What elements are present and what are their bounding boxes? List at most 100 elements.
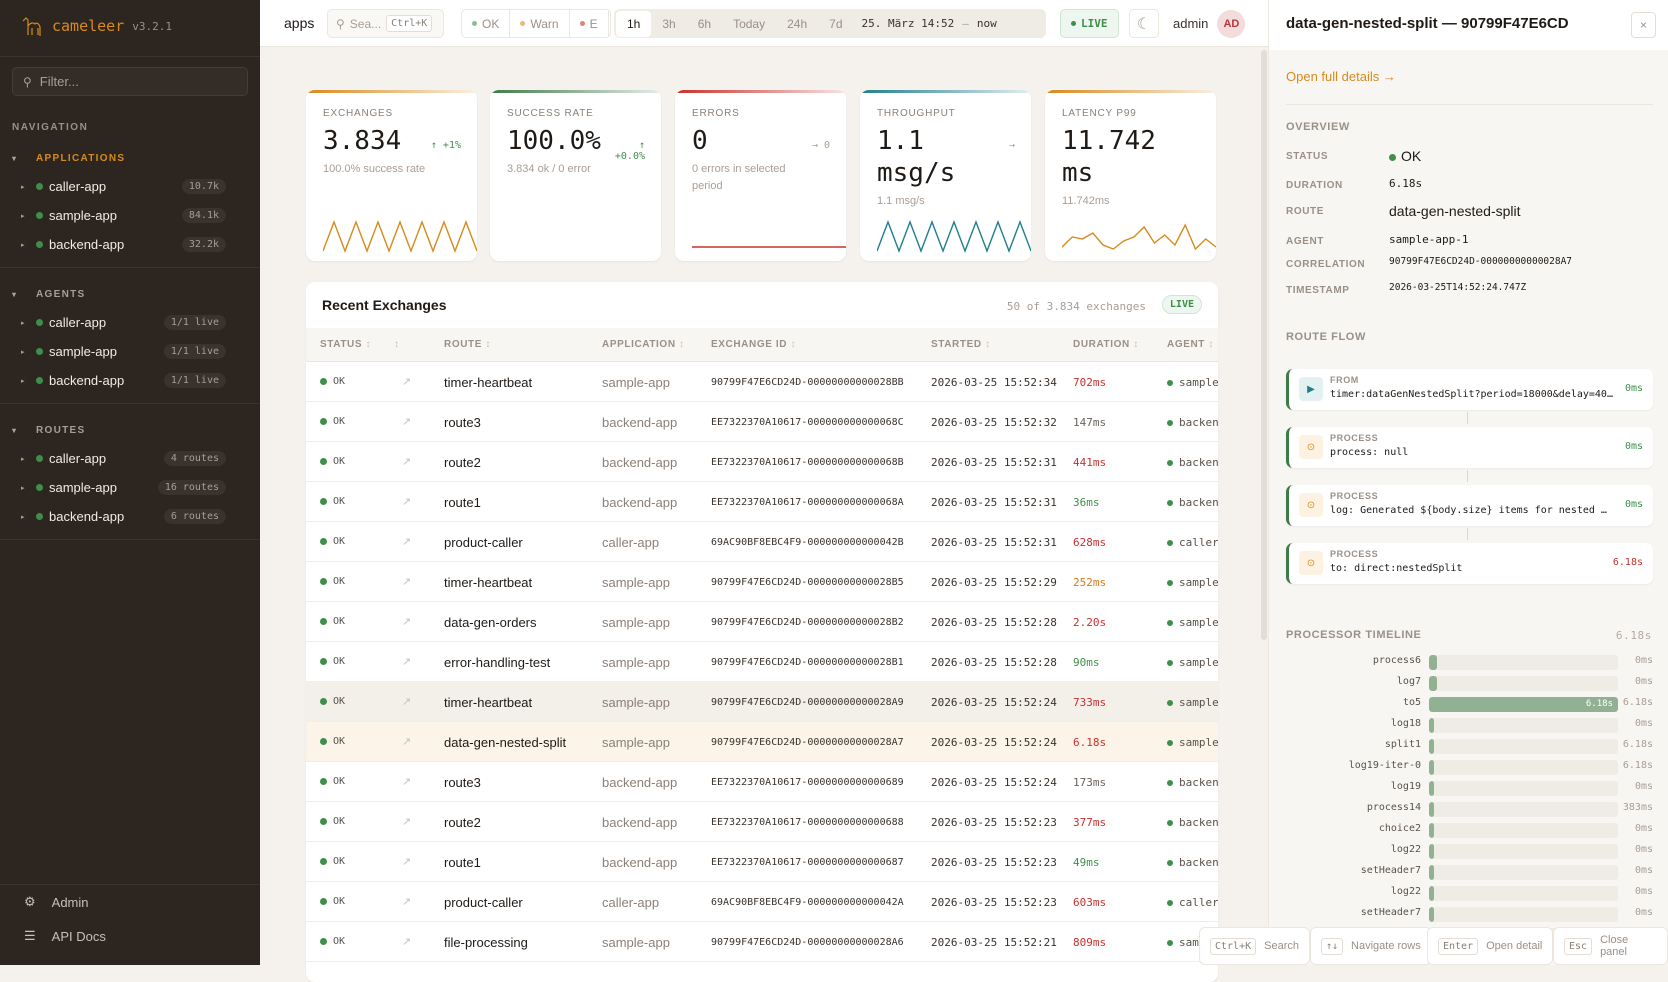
table-row[interactable]: OK ↗ data-gen-nested-split sample-app 90799F… — [306, 722, 1218, 762]
main-scrollbar[interactable] — [1261, 50, 1267, 640]
open-link-icon[interactable]: ↗ — [402, 936, 412, 948]
timeline-row[interactable]: process6 0ms — [1286, 654, 1653, 671]
sidebar-item-backend-app[interactable]: ▸ backend-app 6 routes — [0, 502, 260, 531]
open-link-icon[interactable]: ↗ — [402, 816, 412, 828]
open-link-icon[interactable]: ↗ — [402, 416, 412, 428]
table-row[interactable]: OK ↗ product-caller caller-app 69AC90BF8EBC4… — [306, 882, 1218, 922]
caret-right-icon[interactable]: ▸ — [21, 212, 25, 220]
caret-right-icon[interactable]: ▸ — [21, 377, 25, 385]
open-full-details-link[interactable]: Open full details → — [1286, 69, 1396, 84]
sidebar-item-sample-app[interactable]: ▸ sample-app 16 routes — [0, 473, 260, 502]
table-row[interactable]: OK ↗ route1 backend-app EE7322370A10617-0000… — [306, 842, 1218, 882]
open-link-icon[interactable]: ↗ — [402, 656, 412, 668]
timeline-row[interactable]: log19 0ms — [1286, 780, 1653, 797]
breadcrumb[interactable]: apps — [284, 15, 315, 31]
open-link-icon[interactable]: ↗ — [402, 776, 412, 788]
sidebar-item-sample-app[interactable]: ▸ sample-app 1/1 live — [0, 337, 260, 366]
sidebar-item-backend-app[interactable]: ▸ backend-app 1/1 live — [0, 366, 260, 395]
kpi-card-throughput[interactable]: THROUGHPUT 1.1 msg/s → 1.1 msg/s — [860, 90, 1031, 261]
kpi-card-latency-p99[interactable]: LATENCY P99 11.742 ms 11.742ms — [1045, 90, 1216, 261]
open-link-icon[interactable]: ↗ — [402, 456, 412, 468]
close-panel-button[interactable]: × — [1631, 12, 1656, 38]
route-flow-step[interactable]: ⊙ PROCESS log: Generated ${body.size} item… — [1286, 485, 1653, 526]
timeline-row[interactable]: log19-iter-0 6.18s — [1286, 759, 1653, 776]
section-toggle[interactable]: ▾ APPLICATIONS — [0, 144, 260, 172]
theme-toggle[interactable]: ☾ — [1129, 9, 1159, 38]
search-button[interactable]: ⚲ Sea... Ctrl+K — [327, 9, 444, 38]
column-header-agent[interactable]: AGENT ↕ — [1167, 339, 1214, 350]
timeline-row[interactable]: setHeader7 0ms — [1286, 906, 1653, 923]
status-filter-e[interactable]: E — [570, 10, 609, 37]
open-link-icon[interactable]: ↗ — [402, 376, 412, 388]
column-header-application[interactable]: APPLICATION ↕ — [602, 339, 685, 350]
timeline-row[interactable]: log22 0ms — [1286, 885, 1653, 902]
timeline-row[interactable]: log18 0ms — [1286, 717, 1653, 734]
timeline-row[interactable]: to5 6.18s 6.18s — [1286, 696, 1653, 713]
column-header-started[interactable]: STARTED ↕ — [931, 339, 991, 350]
caret-right-icon[interactable]: ▸ — [21, 319, 25, 327]
time-option-6h[interactable]: 6h — [697, 16, 712, 31]
time-option-3h[interactable]: 3h — [662, 16, 676, 31]
user-menu[interactable]: admin AD — [1173, 0, 1246, 47]
sidebar-item-caller-app[interactable]: ▸ caller-app 10.7k — [0, 172, 260, 201]
open-link-icon[interactable]: ↗ — [402, 696, 412, 708]
timeline-row[interactable]: process14 383ms — [1286, 801, 1653, 818]
range-from[interactable]: 25. März 14:52 — [861, 17, 955, 30]
filter-input[interactable] — [39, 74, 230, 89]
logo[interactable]: cameleer v3.2.1 — [20, 14, 172, 38]
sidebar-item-caller-app[interactable]: ▸ caller-app 4 routes — [0, 444, 260, 473]
kpi-card-errors[interactable]: ERRORS 0 → 0 0 errors in selected period — [675, 90, 846, 261]
caret-right-icon[interactable]: ▸ — [21, 513, 25, 521]
status-filter-ok[interactable]: OK — [462, 10, 511, 37]
status-filter-warn[interactable]: Warn — [510, 10, 570, 37]
table-row[interactable]: OK ↗ timer-heartbeat sample-app 90799F47E6CD… — [306, 562, 1218, 602]
sidebar-filter[interactable]: ⚲ — [12, 67, 248, 96]
caret-right-icon[interactable]: ▸ — [21, 455, 25, 463]
table-row[interactable]: OK ↗ file-processing sample-app 90799F47E6CD… — [306, 922, 1218, 962]
column-header-route[interactable]: ROUTE ↕ — [444, 339, 491, 350]
sidebar-link-api-docs[interactable]: ☰ API Docs — [0, 919, 260, 953]
table-row[interactable]: OK ↗ route1 backend-app EE7322370A10617-0000… — [306, 482, 1218, 522]
timeline-row[interactable]: split1 6.18s — [1286, 738, 1653, 755]
caret-right-icon[interactable]: ▸ — [21, 484, 25, 492]
time-option-7d[interactable]: 7d — [829, 16, 843, 31]
timeline-row[interactable]: choice2 0ms — [1286, 822, 1653, 839]
sidebar-item-sample-app[interactable]: ▸ sample-app 84.1k — [0, 201, 260, 230]
caret-right-icon[interactable]: ▸ — [21, 348, 25, 356]
table-row[interactable]: OK ↗ timer-heartbeat sample-app 90799F47E6CD… — [306, 682, 1218, 722]
range-to[interactable]: now — [976, 17, 997, 30]
route-flow-step[interactable]: ▶ FROM timer:dataGenNestedSplit?period=180… — [1286, 369, 1653, 410]
timeline-row[interactable]: log7 0ms — [1286, 675, 1653, 692]
open-link-icon[interactable]: ↗ — [402, 576, 412, 588]
column-header-status[interactable]: STATUS ↕ — [320, 339, 371, 350]
sidebar-item-caller-app[interactable]: ▸ caller-app 1/1 live — [0, 308, 260, 337]
route-flow-step[interactable]: ⊙ PROCESS process: null 0ms — [1286, 427, 1653, 468]
time-option-today[interactable]: Today — [733, 16, 766, 31]
kpi-card-success-rate[interactable]: SUCCESS RATE 100.0% ↑ +0.0% 3.834 ok / 0 er… — [490, 90, 661, 261]
open-link-icon[interactable]: ↗ — [402, 736, 412, 748]
caret-right-icon[interactable]: ▸ — [21, 241, 25, 249]
open-link-icon[interactable]: ↗ — [402, 496, 412, 508]
sidebar-link-admin[interactable]: ⚙ Admin — [0, 885, 260, 919]
time-option-24h[interactable]: 24h — [787, 16, 808, 31]
table-row[interactable]: OK ↗ route2 backend-app EE7322370A10617-0000… — [306, 802, 1218, 842]
open-link-icon[interactable]: ↗ — [402, 536, 412, 548]
table-row[interactable]: OK ↗ product-caller caller-app 69AC90BF8EBC4… — [306, 522, 1218, 562]
table-row[interactable]: OK ↗ route3 backend-app EE7322370A10617-0000… — [306, 762, 1218, 802]
column-header-duration[interactable]: DURATION ↕ — [1073, 339, 1139, 350]
column-header-link[interactable]: ↕ — [394, 339, 400, 350]
sidebar-item-backend-app[interactable]: ▸ backend-app 32.2k — [0, 230, 260, 259]
caret-right-icon[interactable]: ▸ — [21, 183, 25, 191]
timeline-row[interactable]: setHeader7 0ms — [1286, 864, 1653, 881]
table-row[interactable]: OK ↗ error-handling-test sample-app 90799F47… — [306, 642, 1218, 682]
kpi-card-exchanges[interactable]: EXCHANGES 3.834 ↑ +1% 100.0% success rate — [306, 90, 477, 261]
table-row[interactable]: OK ↗ route3 backend-app EE7322370A10617-0000… — [306, 402, 1218, 442]
open-link-icon[interactable]: ↗ — [402, 856, 412, 868]
time-option-1h[interactable]: 1h — [616, 10, 652, 37]
section-toggle[interactable]: ▾ ROUTES — [0, 416, 260, 444]
table-row[interactable]: OK ↗ route2 backend-app EE7322370A10617-0000… — [306, 442, 1218, 482]
column-header-exchange-id[interactable]: EXCHANGE ID ↕ — [711, 339, 796, 350]
live-toggle[interactable]: LIVE — [1060, 9, 1119, 38]
route-flow-step[interactable]: ⊙ PROCESS to: direct:nestedSplit 6.18s — [1286, 543, 1653, 584]
section-toggle[interactable]: ▾ AGENTS — [0, 280, 260, 308]
